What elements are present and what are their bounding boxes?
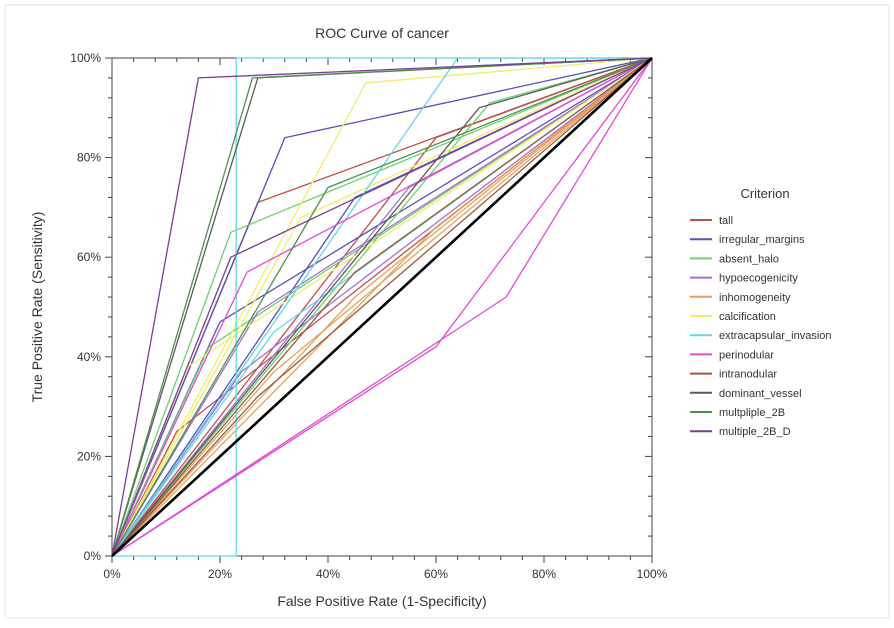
legend-label: dominant_vessel <box>719 388 802 400</box>
roc-line-inhomogeneity-1 <box>111 57 653 557</box>
x-tick-label: 60% <box>424 567 448 581</box>
roc-line-absent-halo-3 <box>111 57 653 557</box>
roc-line-calcification-1 <box>111 57 653 557</box>
legend-label: inhomogeneity <box>719 292 791 304</box>
roc-line-absent-halo-1 <box>111 57 653 557</box>
legend-label: tall <box>719 215 733 227</box>
roc-line-inhomogeneity-2 <box>111 57 653 557</box>
roc-line-hypoecogenicity-1 <box>111 57 653 557</box>
roc-line-tall-2 <box>111 57 653 557</box>
y-tick-label: 0% <box>84 549 102 563</box>
legend-item-calcification: calcification <box>690 311 776 323</box>
legend-label: absent_halo <box>719 253 779 265</box>
legend-item-absent-halo: absent_halo <box>690 253 779 265</box>
legend: Criterion tall irregular_margins absent_ha… <box>690 186 832 438</box>
x-tick-label: 80% <box>532 567 556 581</box>
roc-line-perinodular-3 <box>111 57 653 557</box>
roc-line-intranodular-2 <box>111 57 653 557</box>
x-axis-label: False Positive Rate (1-Specificity) <box>277 593 486 609</box>
roc-line-multpliple-2B-1 <box>111 57 653 557</box>
roc-line-inhomogeneity-3 <box>111 57 653 557</box>
chart-border <box>4 4 890 619</box>
roc-line-perinodular-1 <box>111 57 653 557</box>
y-tick-label: 100% <box>70 51 101 65</box>
legend-item-multiple-2B-D: multiple_2B_D <box>690 426 791 438</box>
legend-label: perinodular <box>719 349 774 361</box>
axis-ticks: 0% 20% 40% 60% 80% 100% 0% 20% 40% 60% 80% 100% <box>70 51 667 581</box>
legend-label: multpliple_2B <box>719 407 785 419</box>
legend-label: hypoecogenicity <box>719 273 798 285</box>
roc-line-multiple-2B-D-1 <box>111 57 653 557</box>
x-tick-label: 20% <box>208 567 232 581</box>
legend-label: intranodular <box>719 369 777 381</box>
legend-item-dominant-vessel: dominant_vessel <box>690 388 802 400</box>
y-tick-label: 20% <box>77 449 101 463</box>
legend-label: irregular_margins <box>719 234 805 246</box>
diagonal-line <box>111 57 653 557</box>
y-tick-label: 40% <box>77 350 101 364</box>
roc-curves <box>111 57 653 557</box>
legend-item-tall: tall <box>690 215 733 227</box>
roc-line-intranodular-1 <box>111 57 653 557</box>
legend-item-hypoecogenicity: hypoecogenicity <box>690 273 798 285</box>
diagonal-reference <box>111 57 653 557</box>
roc-line-irregular-margins-1 <box>111 57 653 557</box>
x-tick-label: 0% <box>103 567 121 581</box>
roc-line-extracapsular-invasion-1 <box>112 57 652 557</box>
legend-label: multiple_2B_D <box>719 426 791 438</box>
legend-items: tall irregular_margins absent_halo hypoecog… <box>690 215 832 438</box>
roc-line-calcification-3 <box>111 57 653 557</box>
roc-line-extracapsular-invasion-2 <box>111 57 652 557</box>
x-tick-label: 40% <box>316 567 340 581</box>
legend-label: extracapsular_invasion <box>719 330 832 342</box>
y-tick-label: 60% <box>77 250 101 264</box>
roc-line-dominant-vessel-2 <box>111 57 653 557</box>
y-tick-label: 80% <box>77 151 101 165</box>
chart-title: ROC Curve of cancer <box>315 25 449 41</box>
roc-line-multiple-2B-D-2 <box>111 57 653 557</box>
legend-item-intranodular: intranodular <box>690 369 777 381</box>
legend-item-perinodular: perinodular <box>690 349 774 361</box>
roc-line-perinodular-2 <box>111 57 653 557</box>
legend-title: Criterion <box>740 186 789 201</box>
legend-item-inhomogeneity: inhomogeneity <box>690 292 791 304</box>
legend-label: calcification <box>719 311 776 323</box>
x-tick-label: 100% <box>637 567 668 581</box>
legend-item-irregular-margins: irregular_margins <box>690 234 805 246</box>
roc-line-multpliple-2B-2 <box>111 57 653 557</box>
y-axis-label: True Positive Rate (Sensitivity) <box>29 212 45 403</box>
legend-item-extracapsular-invasion: extracapsular_invasion <box>690 330 832 342</box>
legend-item-multpliple-2B: multpliple_2B <box>690 407 785 419</box>
